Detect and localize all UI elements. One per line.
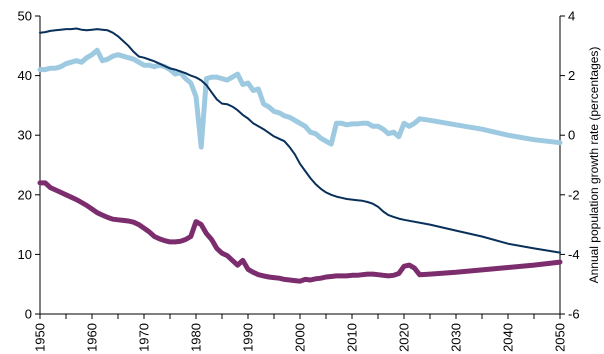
right-y-tick-label: 4	[568, 9, 575, 24]
x-tick-label: 2010	[345, 323, 360, 352]
series-line-3	[37, 180, 563, 284]
x-tick-label: 1990	[241, 323, 256, 352]
x-tick-label: 2050	[553, 323, 568, 352]
x-tick-label: 1980	[189, 323, 204, 352]
right-y-tick-label: -6	[568, 307, 580, 322]
right-y-tick-label: 2	[568, 68, 575, 83]
left-y-tick-label: 20	[18, 187, 32, 202]
left-y-tick-label: 40	[18, 68, 32, 83]
right-y-axis-title: Annual population growth rate (percentag…	[587, 47, 601, 284]
left-y-tick-label: 50	[18, 9, 32, 24]
x-tick-label: 1960	[85, 323, 100, 352]
right-y-tick-label: 0	[568, 128, 575, 143]
x-tick-label: 1970	[137, 323, 152, 352]
left-y-tick-label: 10	[18, 247, 32, 262]
left-y-tick-label: 30	[18, 128, 32, 143]
right-y-tick-label: -2	[568, 187, 580, 202]
x-tick-label: 2020	[397, 323, 412, 352]
x-tick-label: 2040	[501, 323, 516, 352]
x-tick-label: 1950	[33, 323, 48, 352]
right-y-tick-label: -4	[568, 247, 580, 262]
x-tick-label: 2030	[449, 323, 464, 352]
x-tick-label: 2000	[293, 323, 308, 352]
series-lines	[37, 27, 563, 284]
series-line-2	[39, 27, 561, 254]
left-y-tick-label: 0	[25, 307, 32, 322]
series-line-1	[37, 47, 563, 150]
